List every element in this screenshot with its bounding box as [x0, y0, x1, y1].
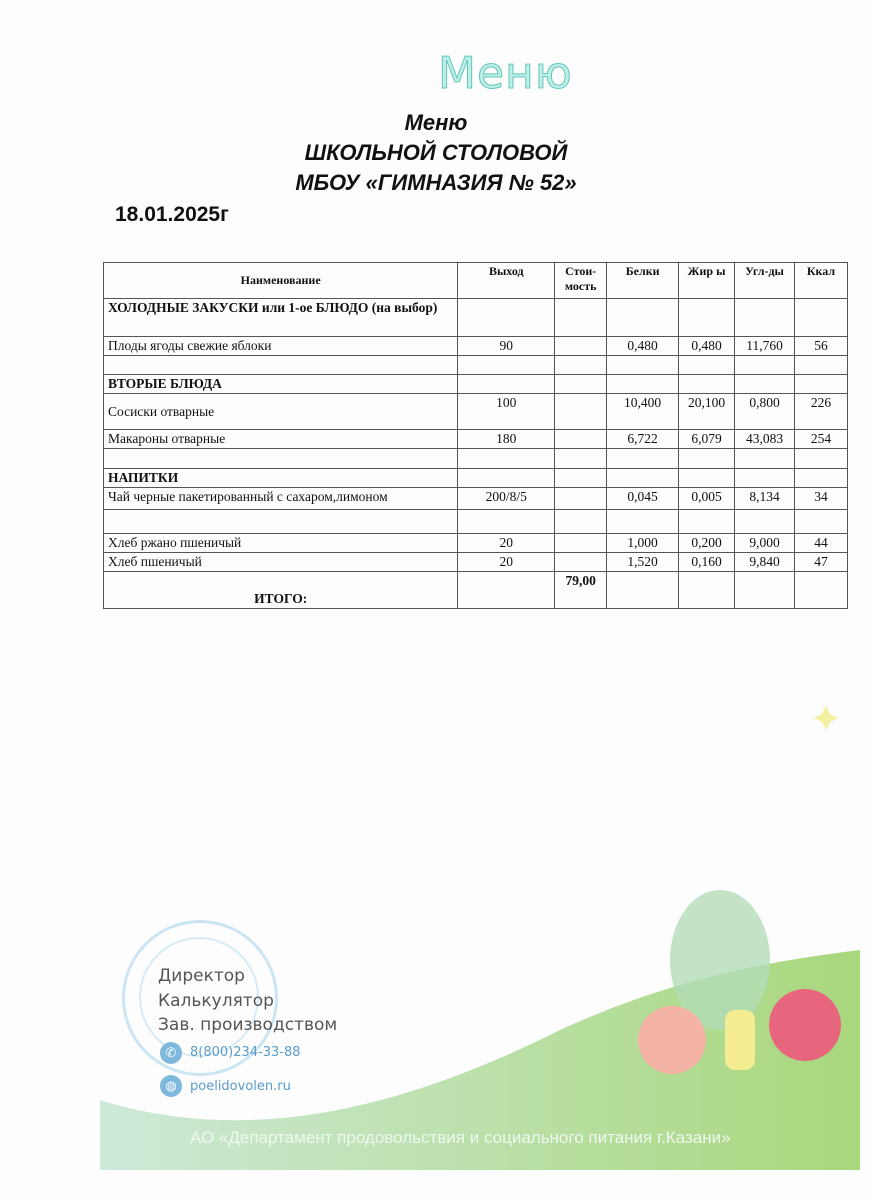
- cell: [794, 571, 848, 609]
- total-row: ИТОГО: 79,00: [102, 571, 848, 609]
- category-row: ХОЛОДНЫЕ ЗАКУСКИ или 1-ое БЛЮДО (на выбо…: [102, 298, 848, 337]
- table-row: Хлеб пшеничый 20 1,520 0,160 9,840 47: [102, 552, 848, 572]
- green-wave: [100, 950, 860, 1170]
- dish-name: Хлеб ржано пшеничый: [102, 533, 459, 553]
- cell: [606, 571, 680, 609]
- cell-fat: 0,480: [678, 336, 736, 356]
- cell-protein: 6,722: [606, 429, 680, 449]
- empty-row: [102, 509, 848, 534]
- cell-cost: [554, 298, 608, 337]
- cell-fat: 0,200: [678, 533, 736, 553]
- cell-output: [457, 509, 556, 534]
- cell-kcal: 56: [794, 336, 848, 356]
- column-header: Белки: [606, 262, 680, 299]
- sparkle-icon: [814, 706, 838, 730]
- website-link[interactable]: poelidovolen.ru: [190, 1079, 291, 1094]
- cell-protein: [606, 509, 680, 534]
- organization-name: АО «Департамент продовольствия и социаль…: [190, 1128, 731, 1147]
- tree-illustration: [670, 890, 770, 1030]
- menu-date: 18.01.2025г: [115, 203, 229, 226]
- character-illustration: [769, 989, 841, 1061]
- column-header: Наименование: [102, 262, 459, 299]
- menu-table: Наименование Выход Стои-мость Белки Жир ы Угл…: [102, 262, 848, 609]
- phone-number: 8(800)234-33-88: [190, 1045, 301, 1060]
- cell-carbs: 0,800: [734, 393, 795, 430]
- table-row: Хлеб ржано пшеничый 20 1,000 0,200 9,000 44: [102, 533, 848, 553]
- globe-icon: ◍: [160, 1075, 182, 1097]
- empty-row: [102, 355, 848, 375]
- table-row: Сосиски отварные 100 10,400 20,100 0,800 226: [102, 393, 848, 430]
- column-header: Стои-мость: [554, 262, 608, 299]
- total-cost: 79,00: [554, 571, 608, 609]
- category-row: НАПИТКИ: [102, 468, 848, 488]
- cell-cost: [554, 393, 608, 430]
- role-director: Директор: [158, 966, 245, 986]
- column-header: Жир ы: [678, 262, 736, 299]
- cell-fat: [678, 509, 736, 534]
- role-calculator: Калькулятор: [158, 991, 274, 1011]
- cell-kcal: 226: [794, 393, 848, 430]
- cell-protein: 1,520: [606, 552, 680, 572]
- header-row: Наименование Выход Стои-мость Белки Жир ы Угл…: [102, 262, 848, 299]
- canteen-title: ШКОЛЬНОЙ СТОЛОВОЙ: [304, 140, 568, 165]
- dish-name: ХОЛОДНЫЕ ЗАКУСКИ или 1-ое БЛЮДО (на выбо…: [102, 298, 459, 337]
- cell-carbs: 43,083: [734, 429, 795, 449]
- cell-fat: [678, 298, 736, 337]
- cell-protein: 10,400: [606, 393, 680, 430]
- cell-kcal: [794, 298, 848, 337]
- cell-protein: 0,480: [606, 336, 680, 356]
- role-production-head: Зав. производством: [158, 1015, 338, 1035]
- school-title: МБОУ «ГИМНАЗИЯ № 52»: [295, 170, 577, 195]
- cell-carbs: 8,134: [734, 487, 795, 510]
- cell-protein: 1,000: [606, 533, 680, 553]
- school-stamp: [122, 920, 278, 1076]
- cell-kcal: [794, 509, 848, 534]
- phone-icon: ✆: [160, 1042, 182, 1064]
- cell-output: [457, 571, 556, 609]
- menu-title: Меню: [404, 110, 468, 135]
- dish-name: Сосиски отварные: [102, 393, 459, 430]
- character-illustration: [725, 1010, 755, 1070]
- cell-carbs: [734, 298, 795, 337]
- column-header: Выход: [457, 262, 556, 299]
- character-illustration: [638, 1006, 706, 1074]
- cell-output: 20: [457, 552, 556, 572]
- total-label: ИТОГО:: [102, 571, 459, 609]
- handwritten-title: Меню: [438, 48, 573, 100]
- cell: [734, 571, 795, 609]
- cell-fat: 20,100: [678, 393, 736, 430]
- cell: [678, 571, 736, 609]
